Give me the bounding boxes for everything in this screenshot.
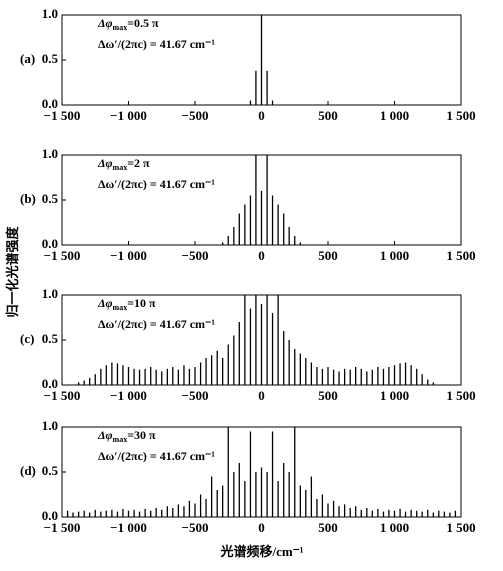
x-tick-label: 500	[318, 108, 338, 123]
annotation-phase: Δφmax=10 π	[97, 296, 156, 312]
y-tick-label: 0.5	[42, 463, 59, 478]
annotation-subscript: max	[113, 163, 128, 172]
y-axis-label: 归一化光谱强度	[5, 226, 20, 318]
annotation-subscript: max	[113, 23, 128, 32]
y-tick-label: 0.5	[42, 191, 59, 206]
annotation-symbol: Δφ	[97, 16, 113, 30]
x-tick-label: 0	[258, 520, 265, 535]
annotation-value: =2 π	[127, 156, 150, 170]
x-tick-label: 1 500	[446, 248, 475, 263]
x-tick-label: 500	[318, 248, 338, 263]
annotation-symbol: Δφ	[97, 156, 113, 170]
x-tick-label: −1 500	[44, 388, 81, 403]
annotation-spacing: Δω′/(2πc) = 41.67 cm⁻¹	[98, 37, 215, 51]
y-tick-label: 0.0	[42, 236, 58, 251]
x-tick-label: −1 500	[44, 108, 81, 123]
y-tick-label: 1.0	[42, 418, 58, 433]
y-tick-label: 1.0	[42, 286, 58, 301]
x-tick-label: 1 000	[380, 108, 409, 123]
x-tick-label: 500	[318, 388, 338, 403]
annotation-value: =0.5 π	[127, 16, 159, 30]
x-tick-label: −1 000	[110, 520, 147, 535]
x-tick-label: −1 500	[44, 520, 81, 535]
x-axis-label: 光谱频移/cm⁻¹	[220, 544, 304, 559]
x-tick-label: −500	[182, 388, 209, 403]
x-tick-label: 1 500	[446, 388, 475, 403]
x-tick-label: −500	[182, 520, 209, 535]
x-tick-label: 500	[318, 520, 338, 535]
y-tick-label: 0.0	[42, 508, 58, 523]
x-tick-label: 1 500	[446, 108, 475, 123]
annotation-phase: Δφmax=2 π	[97, 156, 150, 172]
x-tick-label: −1 000	[110, 248, 147, 263]
annotation-value: =30 π	[127, 428, 156, 442]
annotation-phase: Δφmax=0.5 π	[97, 16, 159, 32]
annotation-value: =10 π	[127, 296, 156, 310]
x-tick-label: −1 000	[110, 388, 147, 403]
x-tick-label: 1 500	[446, 520, 475, 535]
annotation-phase: Δφmax=30 π	[97, 428, 156, 444]
y-tick-label: 1.0	[42, 146, 58, 161]
annotation-symbol: Δφ	[97, 428, 113, 442]
x-tick-label: 0	[258, 248, 265, 263]
x-tick-label: −500	[182, 248, 209, 263]
x-tick-label: 1 000	[380, 248, 409, 263]
y-tick-label: 0.0	[42, 96, 58, 111]
x-tick-label: 1 000	[380, 520, 409, 535]
annotation-subscript: max	[113, 435, 128, 444]
panel-label: (b)	[20, 191, 36, 206]
x-tick-label: −1 500	[44, 248, 81, 263]
y-tick-label: 1.0	[42, 6, 58, 21]
x-tick-label: 1 000	[380, 388, 409, 403]
annotation-spacing: Δω′/(2πc) = 41.67 cm⁻¹	[98, 317, 215, 331]
x-tick-label: −1 000	[110, 108, 147, 123]
x-tick-label: −500	[182, 108, 209, 123]
x-tick-label: 0	[258, 388, 265, 403]
panel-label: (c)	[20, 331, 34, 346]
x-tick-label: 0	[258, 108, 265, 123]
annotation-subscript: max	[113, 303, 128, 312]
y-tick-label: 0.0	[42, 376, 58, 391]
y-tick-label: 0.5	[42, 331, 59, 346]
panel-label: (a)	[20, 51, 35, 66]
annotation-symbol: Δφ	[97, 296, 113, 310]
panel-label: (d)	[20, 463, 36, 478]
annotation-spacing: Δω′/(2πc) = 41.67 cm⁻¹	[98, 177, 215, 191]
y-tick-label: 0.5	[42, 51, 59, 66]
annotation-spacing: Δω′/(2πc) = 41.67 cm⁻¹	[98, 449, 215, 463]
